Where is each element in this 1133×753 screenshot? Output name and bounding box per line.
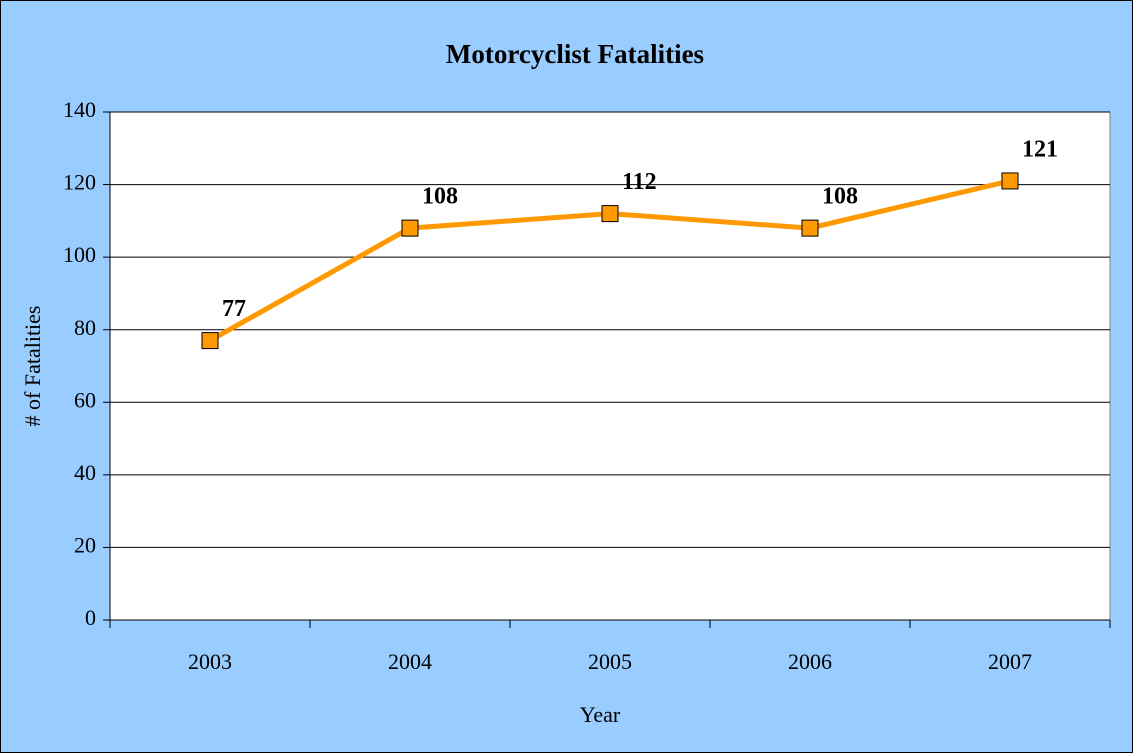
marker	[1001, 172, 1019, 190]
y-tick-label: 20	[74, 532, 96, 557]
y-tick-label: 120	[63, 170, 96, 195]
y-tick-label: 60	[74, 387, 96, 412]
marker	[201, 332, 219, 350]
chart-title: Motorcyclist Fatalities	[446, 39, 704, 69]
data-label: 108	[422, 184, 458, 210]
marker	[601, 205, 619, 223]
marker	[401, 219, 419, 237]
data-label: 112	[622, 169, 657, 195]
data-label: 77	[222, 296, 246, 322]
x-tick-label: 2007	[988, 649, 1032, 674]
data-label: 121	[1022, 136, 1058, 162]
x-tick-label: 2005	[588, 649, 632, 674]
x-axis-label: Year	[580, 702, 621, 727]
y-tick-label: 40	[74, 460, 96, 485]
y-tick-label: 100	[63, 242, 96, 267]
x-tick-label: 2004	[388, 649, 432, 674]
y-tick-label: 140	[63, 97, 96, 122]
plot-area	[109, 111, 1111, 621]
x-tick-label: 2003	[188, 649, 232, 674]
y-tick-label: 80	[74, 315, 96, 340]
marker	[801, 219, 819, 237]
y-axis-label: # of Fatalities	[20, 306, 45, 427]
y-tick-label: 0	[85, 605, 96, 630]
data-label: 108	[822, 184, 858, 210]
x-tick-label: 2006	[788, 649, 832, 674]
